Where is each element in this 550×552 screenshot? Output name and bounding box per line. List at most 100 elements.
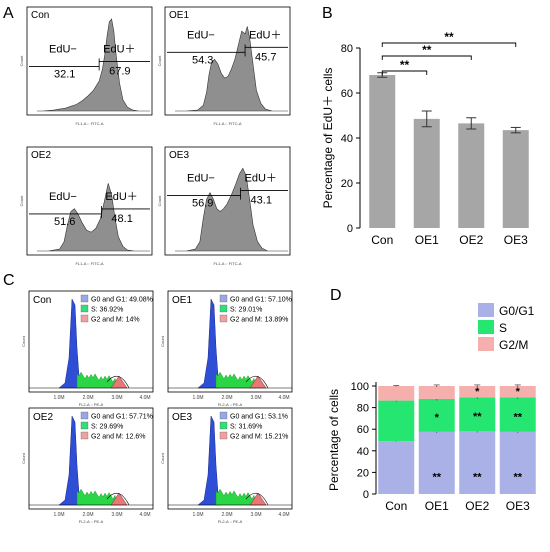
legend-s-text: S: 36.92%: [91, 307, 123, 314]
significance-bracket: [381, 70, 428, 75]
x-axis-label: FL2-A :: PE-A: [79, 519, 104, 524]
edu-negative-value: 32.1: [54, 68, 75, 80]
legend-s-swatch: [219, 421, 228, 430]
x-tick-label: 4.0M: [139, 395, 150, 401]
edu-positive-value: 45.7: [255, 51, 276, 63]
segment-s-oe3: [499, 397, 536, 432]
fit-curve: [106, 492, 130, 506]
y-axis-label: Count: [21, 335, 26, 347]
legend-g0g1-text: G0 and G1: 53.1%: [230, 414, 288, 421]
significance-bracket: [381, 55, 472, 60]
fit-curve: [106, 375, 130, 389]
x-tick-label: 3.0M: [111, 395, 122, 401]
x-tick-label: 2.0M: [221, 512, 232, 518]
bar-oe3: [502, 130, 529, 228]
segment-s-con: [378, 400, 415, 442]
legend-g0g1-swatch: [219, 411, 228, 420]
y-axis-label: Count: [157, 195, 162, 207]
legend-g2m-swatch: [219, 431, 228, 440]
panel-letter-d: D: [330, 287, 342, 304]
significance-mark: **: [513, 411, 522, 423]
x-tick-label: Con: [385, 499, 407, 513]
legend-swatch-s: [478, 320, 494, 334]
y-tick-label: 0: [363, 489, 369, 501]
edu-positive-label: EdU＋: [249, 29, 281, 41]
x-tick-label: OE1: [425, 499, 449, 513]
significance-mark: *: [475, 386, 480, 398]
histogram-area: [175, 167, 288, 252]
y-tick-label: 40: [357, 446, 369, 458]
x-tick-label: 3.0M: [250, 395, 261, 401]
edu-positive-value: 67.9: [109, 65, 130, 77]
significance-bracket: [381, 42, 517, 47]
bar-oe1: [413, 118, 440, 228]
x-tick-label: 1.0M: [192, 512, 203, 518]
legend-s-text: S: 29.01%: [230, 307, 262, 314]
s-phase-area: [215, 488, 257, 506]
histogram-frame: [28, 290, 154, 393]
edu-positive-value: 48.1: [111, 213, 132, 225]
legend-g2m-text: G2 and M: 14%: [91, 317, 140, 324]
edu-negative-label: EdU−: [187, 29, 215, 41]
legend-swatch-g2m: [478, 337, 494, 351]
significance-mark: *: [516, 386, 521, 398]
y-axis-label: Count: [19, 55, 24, 67]
x-tick-label: 2.0M: [221, 395, 232, 401]
y-tick-label: 20: [341, 178, 353, 190]
significance-label: **: [444, 30, 454, 44]
segment-s-oe1: [418, 398, 455, 432]
legend-g2m-swatch: [219, 314, 228, 323]
edu-negative-value: 51.6: [54, 216, 75, 228]
legend-s-swatch: [219, 304, 228, 313]
x-tick-label: OE1: [415, 233, 439, 247]
x-tick-label: OE2: [459, 233, 483, 247]
y-tick-label: 100: [351, 381, 369, 393]
sample-name: Con: [31, 10, 49, 21]
legend-g0g1-text: G0 and G1: 57.10%: [230, 297, 292, 304]
x-tick-label: 3.0M: [250, 512, 261, 518]
sample-name: Con: [33, 295, 51, 306]
edu-negative-value: 56.9: [192, 198, 213, 210]
panel-letter-a: A: [3, 5, 14, 22]
legend-g0g1-text: G0 and G1: 49.08%: [91, 297, 153, 304]
segment-g2m-oe1: [418, 386, 455, 399]
segment-g0g1-oe3: [499, 431, 536, 494]
y-axis-label: Count: [21, 452, 26, 464]
legend-g0g1-swatch: [219, 294, 228, 303]
legend-label-s: S: [499, 321, 507, 335]
x-axis-label: FL1-A :: FITC-A: [213, 261, 241, 266]
fit-curve: [245, 492, 269, 506]
segment-g0g1-oe1: [418, 431, 455, 494]
panel-letter-c: C: [3, 272, 15, 289]
y-axis-label: Percentage of EdU＋ cells: [321, 68, 335, 209]
x-tick-label: 1.0M: [192, 395, 203, 401]
y-tick-label: 40: [341, 133, 353, 145]
edu-negative-label: EdU−: [49, 191, 77, 203]
x-tick-label: 1.0M: [53, 395, 64, 401]
legend-s-swatch: [80, 421, 89, 430]
x-tick-label: 1.0M: [53, 512, 64, 518]
histogram-frame: [26, 146, 153, 256]
legend-g2m-text: G2 and M: 15.21%: [230, 434, 288, 441]
y-tick-label: 20: [357, 467, 369, 479]
legend-label-g0g1: G0/G1: [499, 304, 535, 318]
histogram-frame: [167, 290, 293, 393]
s-phase-area: [76, 488, 118, 506]
significance-mark: **: [432, 472, 441, 484]
x-tick-label: 4.0M: [278, 395, 289, 401]
x-axis-label: FL2-A :: PE-A: [79, 402, 104, 407]
histogram-area: [175, 26, 288, 112]
edu-positive-label: EdU＋: [245, 173, 277, 185]
edu-negative-label: EdU−: [187, 173, 215, 185]
legend-s-text: S: 31.69%: [230, 424, 262, 431]
edu-positive-label: EdU＋: [105, 191, 137, 203]
significance-mark: *: [435, 412, 440, 424]
segment-g2m-oe2: [459, 386, 496, 398]
significance-mark: **: [473, 411, 482, 423]
histogram-frame: [28, 407, 154, 510]
s-phase-area: [76, 371, 118, 389]
